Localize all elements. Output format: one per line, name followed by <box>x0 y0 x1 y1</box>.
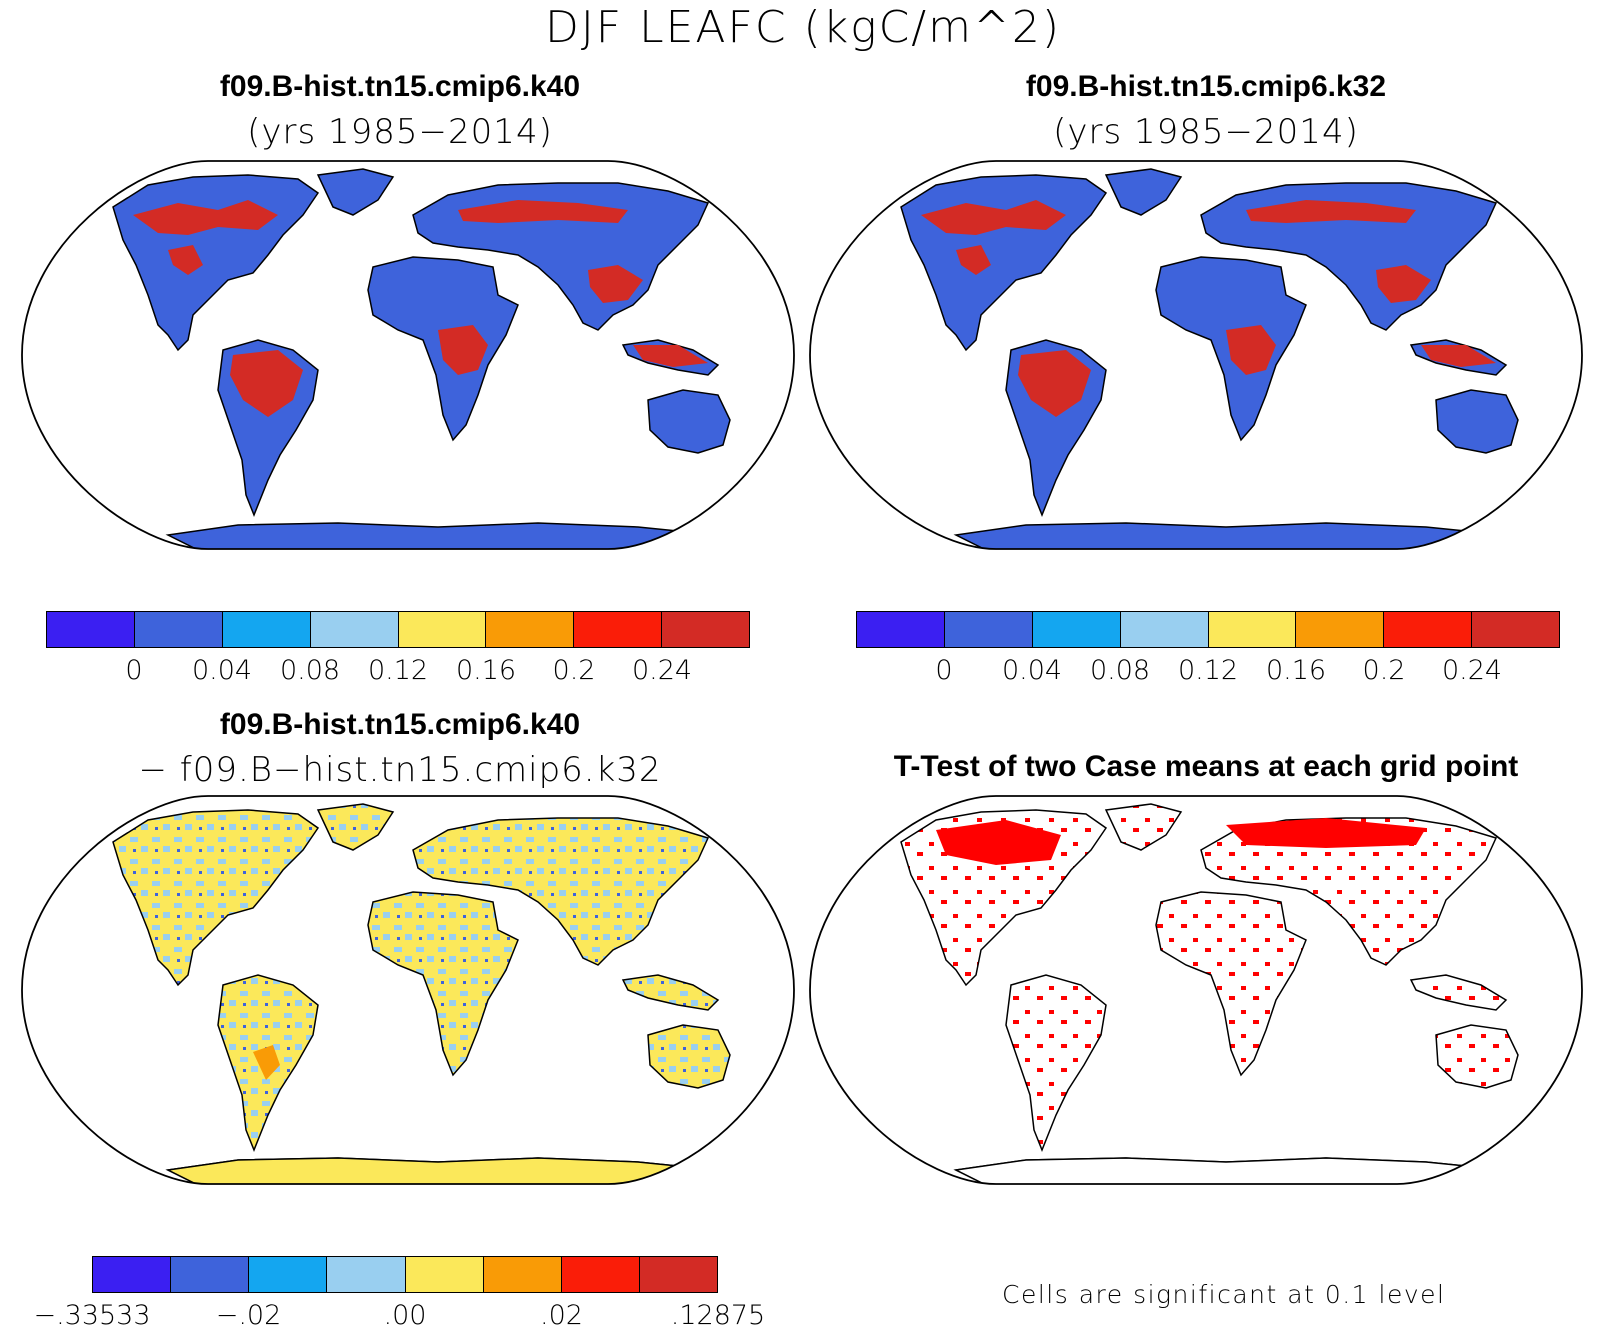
colorbar-tick-label: 0.08 <box>279 655 341 686</box>
colorbar-swatch <box>171 1257 250 1292</box>
colorbar-tick-label: 0.2 <box>552 655 596 686</box>
colorbar-tick-label: .00 <box>383 1300 427 1331</box>
panel-2-subtitle: (yrs 1985−2014) <box>1053 112 1359 152</box>
positive-anomaly <box>253 1045 280 1080</box>
figure-title: DJF LEAFC (kgC/m^2) <box>544 2 1062 53</box>
colorbar-tick-label: 0.04 <box>191 655 253 686</box>
panel-3-colorbar <box>92 1256 718 1293</box>
colorbar-swatch <box>405 1257 484 1292</box>
colorbar-swatch <box>249 1257 328 1292</box>
colorbar-swatch <box>134 612 223 647</box>
colorbar-swatch <box>1296 612 1385 647</box>
colorbar-swatch <box>1208 612 1297 647</box>
map-border <box>809 160 1583 550</box>
colorbar-swatch <box>1384 612 1473 647</box>
colorbar-swatch <box>327 1257 406 1292</box>
colorbar-swatch <box>222 612 311 647</box>
colorbar-swatch <box>1032 612 1121 647</box>
panel-1-colorbar <box>46 611 750 648</box>
colorbar-tick-label: −.33533 <box>33 1300 151 1331</box>
colorbar-tick-label: 0.16 <box>1265 655 1327 686</box>
colorbar-swatch <box>1120 612 1209 647</box>
panel-4-map <box>809 795 1583 1185</box>
antarctica-difference <box>165 1157 719 1184</box>
colorbar-swatch <box>574 612 663 647</box>
panel-4-title: T-Test of two Case means at each grid po… <box>893 750 1519 783</box>
significant-region-eurasia <box>1226 818 1426 848</box>
colorbar-tick-label: 0.12 <box>367 655 429 686</box>
colorbar-tick-label: .02 <box>540 1300 583 1331</box>
colorbar-swatch <box>483 1257 562 1292</box>
colorbar-tick-label: .12875 <box>670 1300 766 1331</box>
colorbar-swatch <box>310 612 399 647</box>
panel-3-map <box>21 795 795 1185</box>
colorbar-swatch <box>857 612 945 647</box>
colorbar-tick-label: 0.16 <box>455 655 517 686</box>
colorbar-swatch <box>662 612 749 647</box>
colorbar-tick-label: 0.24 <box>631 655 693 686</box>
colorbar-tick-label: 0.2 <box>1362 655 1406 686</box>
antarctica-significance <box>953 1157 1507 1184</box>
colorbar-swatch <box>944 612 1033 647</box>
colorbar-swatch <box>93 1257 172 1292</box>
panel-2-title: f09.B-hist.tn15.cmip6.k32 <box>1025 70 1387 103</box>
map-border <box>809 795 1583 1185</box>
colorbar-tick-label: 0.24 <box>1441 655 1503 686</box>
colorbar-tick-label: 0 <box>935 655 953 686</box>
colorbar-swatch <box>47 612 135 647</box>
colorbar-swatch <box>398 612 487 647</box>
colorbar-tick-label: 0.08 <box>1089 655 1151 686</box>
panel-3-title: f09.B-hist.tn15.cmip6.k40 <box>219 708 581 741</box>
panel-1-map <box>21 160 795 550</box>
colorbar-tick-label: 0.12 <box>1177 655 1239 686</box>
colorbar-tick-label: −.02 <box>215 1300 282 1331</box>
significance-note: Cells are significant at 0.1 level <box>1002 1280 1446 1309</box>
panel-1-subtitle: (yrs 1985−2014) <box>247 112 553 152</box>
colorbar-swatch <box>1472 612 1559 647</box>
colorbar-swatch <box>561 1257 640 1292</box>
colorbar-tick-label: 0 <box>125 655 143 686</box>
colorbar-swatch <box>486 612 575 647</box>
panel-3-subtitle: − f09.B−hist.tn15.cmip6.k32 <box>138 750 662 790</box>
colorbar-swatch <box>639 1257 717 1292</box>
colorbar-tick-label: 0.04 <box>1001 655 1063 686</box>
panel-2-map <box>809 160 1583 550</box>
panel-2-colorbar <box>856 611 1560 648</box>
panel-1-title: f09.B-hist.tn15.cmip6.k40 <box>219 70 581 103</box>
map-border <box>21 160 795 550</box>
significant-region-north-america <box>936 820 1061 865</box>
map-border <box>21 795 795 1185</box>
